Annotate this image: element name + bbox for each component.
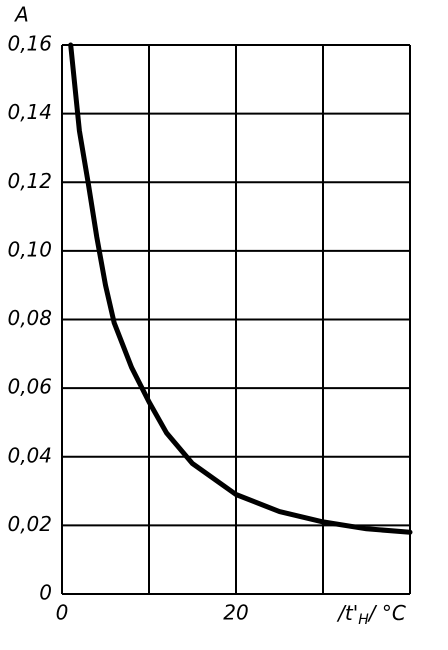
x-label-sub: H [358, 612, 369, 628]
x-label-main: /t' [336, 601, 358, 625]
y-tick-label: 0,16 [7, 32, 52, 56]
y-tick-label: 0,12 [7, 169, 52, 193]
chart-title: A [13, 3, 29, 27]
x-axis-label: /t'H/ °C [336, 601, 406, 629]
x-label-rest: / °C [367, 601, 406, 625]
y-tick-label: 0,10 [7, 237, 52, 261]
y-tick-label: 0,06 [7, 375, 52, 399]
x-tick-label: 0 [56, 601, 69, 625]
x-tick-label: 20 [223, 601, 248, 625]
data-line [68, 42, 413, 535]
y-tick-label: 0 [39, 581, 52, 605]
y-tick-label: 0,02 [7, 512, 52, 536]
y-tick-label: 0,08 [7, 306, 52, 330]
y-tick-label: 0,04 [7, 443, 52, 467]
y-tick-label: 0,14 [7, 100, 52, 124]
